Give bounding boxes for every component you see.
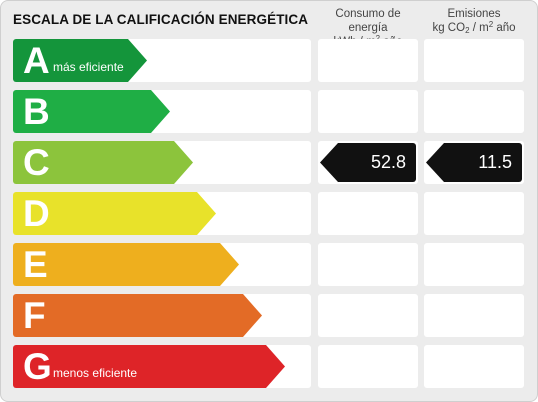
- rating-letter: B: [23, 91, 50, 132]
- emisiones-cell: [424, 294, 524, 337]
- rating-arrow-c: C: [13, 141, 193, 184]
- emisiones-cell: [424, 39, 524, 82]
- rating-letter: G: [23, 346, 52, 387]
- emisiones-cell: [424, 90, 524, 133]
- consumo-header-line1: Consumo de energía: [335, 8, 401, 34]
- consumo-cell: [318, 39, 418, 82]
- rating-arrow-e: E: [13, 243, 239, 286]
- consumo-cell: [318, 243, 418, 286]
- rating-note: más eficiente: [53, 60, 124, 74]
- rating-note: menos eficiente: [53, 366, 138, 380]
- consumo-cell: [318, 345, 418, 388]
- emisiones-cell: [424, 192, 524, 235]
- emisiones-cell: [424, 345, 524, 388]
- rating-arrow-b: B: [13, 90, 170, 133]
- rating-arrow-d: D: [13, 192, 216, 235]
- consumo-cell: [318, 192, 418, 235]
- emisiones-cell: [424, 243, 524, 286]
- emisiones-value-badge: 11.5: [426, 143, 522, 182]
- consumo-value-badge: 52.8: [320, 143, 416, 182]
- rating-letter: F: [23, 295, 46, 336]
- consumo-cell: [318, 294, 418, 337]
- consumo-cell: [318, 90, 418, 133]
- column-header-emisiones: Emisiones kg CO2 / m2 año: [424, 7, 524, 35]
- rating-letter: A: [23, 40, 50, 81]
- rating-letter: C: [23, 142, 50, 183]
- rating-letter: D: [23, 193, 50, 234]
- emisiones-header-line1: Emisiones: [447, 8, 501, 20]
- emisiones-header-line2: kg CO2 / m2 año: [432, 20, 516, 35]
- rating-arrow-f: F: [13, 294, 262, 337]
- page-title: ESCALA DE LA CALIFICACIÓN ENERGÉTICA: [13, 12, 309, 27]
- rating-letter: E: [23, 244, 48, 285]
